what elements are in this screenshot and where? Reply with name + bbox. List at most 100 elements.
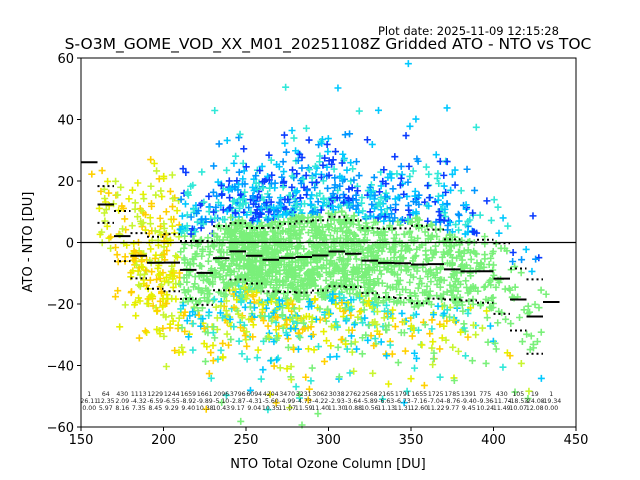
- scatter-point: [320, 328, 328, 336]
- scatter-point: [363, 246, 371, 254]
- scatter-point: [337, 224, 345, 232]
- scatter-point: [264, 172, 272, 180]
- x-axis-label: NTO Total Ozone Column [DU]: [230, 457, 426, 472]
- scatter-point: [153, 307, 161, 315]
- scatter-point: [371, 295, 379, 303]
- scatter-point: [276, 270, 284, 278]
- scatter-point: [488, 250, 496, 258]
- scatter-point: [330, 286, 338, 294]
- scatter-point: [200, 324, 208, 332]
- scatter-point: [160, 251, 168, 259]
- scatter-point: [352, 255, 360, 263]
- scatter-point: [177, 248, 185, 256]
- scatter-point: [214, 355, 222, 363]
- scatter-point: [487, 216, 495, 224]
- scatter-point: [148, 291, 155, 299]
- scatter-point: [273, 356, 281, 364]
- bin-mean-label: -6.59: [147, 398, 163, 405]
- scatter-point: [494, 203, 502, 211]
- scatter-point: [179, 348, 187, 356]
- scatter-point: [243, 328, 251, 336]
- scatter-point: [292, 270, 300, 278]
- scatter-point: [542, 290, 550, 298]
- scatter-point: [141, 327, 149, 335]
- scatter-point: [470, 228, 478, 236]
- bin-count-label: 3796: [230, 391, 246, 398]
- scatter-point: [350, 367, 358, 375]
- scatter-point: [310, 269, 318, 277]
- scatter-point: [404, 215, 412, 223]
- scatter-point: [511, 388, 519, 396]
- scatter-point: [518, 256, 526, 264]
- scatter-point: [385, 380, 393, 388]
- scatter-point: [134, 179, 142, 187]
- bin-std-label: 11.49: [493, 405, 511, 412]
- scatter-point: [154, 264, 162, 272]
- scatter-point: [516, 313, 524, 321]
- scatter-point: [404, 242, 412, 250]
- scatter-point: [156, 270, 164, 278]
- scatter-point: [499, 214, 507, 222]
- scatter-point: [458, 301, 466, 309]
- scatter-point: [436, 345, 444, 353]
- scatter-point: [402, 132, 410, 140]
- scatter-point: [249, 275, 257, 283]
- scatter-point: [365, 271, 373, 279]
- scatter-point: [414, 302, 422, 310]
- scatter-point: [265, 257, 273, 265]
- scatter-point: [384, 308, 392, 316]
- scatter-point: [213, 314, 221, 322]
- scatter-point: [258, 162, 266, 170]
- scatter-point: [410, 303, 418, 311]
- scatter-point: [459, 307, 467, 315]
- scatter-point: [199, 276, 207, 284]
- scatter-point: [476, 211, 484, 219]
- scatter-point: [431, 248, 439, 256]
- scatter-point: [187, 213, 195, 221]
- scatter-point: [280, 289, 288, 297]
- scatter-point: [320, 235, 328, 243]
- scatter-point: [294, 345, 302, 353]
- scatter-point: [283, 269, 291, 277]
- scatter-point: [353, 345, 361, 353]
- scatter-point: [311, 295, 319, 303]
- scatter-point: [355, 107, 363, 115]
- scatter-point: [348, 305, 356, 313]
- scatter-point: [207, 374, 215, 382]
- scatter-point: [424, 257, 432, 265]
- scatter-point: [485, 261, 493, 269]
- scatter-point: [170, 215, 178, 223]
- scatter-point: [156, 228, 164, 236]
- scatter-point: [365, 297, 373, 305]
- scatter-point: [427, 220, 435, 228]
- scatter-point: [352, 291, 360, 299]
- scatter-point: [391, 214, 399, 222]
- scatter-point: [344, 194, 352, 202]
- scatter-point: [443, 200, 451, 208]
- scatter-point: [219, 206, 227, 214]
- scatter-point: [441, 213, 449, 221]
- scatter-point: [235, 265, 243, 273]
- scatter-point: [343, 257, 351, 265]
- scatter-point: [440, 250, 448, 258]
- bin-mean-label: -5.89: [362, 398, 378, 405]
- scatter-point: [462, 201, 470, 209]
- scatter-point: [518, 338, 526, 346]
- scatter-point: [315, 213, 323, 221]
- scatter-point: [218, 241, 226, 249]
- scatter-point: [535, 304, 543, 312]
- scatter-point: [240, 262, 248, 270]
- scatter-point: [233, 255, 241, 263]
- scatter-point: [352, 196, 360, 204]
- bin-mean-label: -6.55: [164, 398, 180, 405]
- scatter-point: [328, 160, 336, 168]
- scatter-point: [158, 281, 166, 289]
- y-tick-label: 0: [66, 237, 74, 252]
- scatter-point: [98, 228, 106, 236]
- scatter-point: [265, 272, 273, 280]
- scatter-point: [481, 240, 489, 248]
- scatter-point: [343, 223, 351, 231]
- scatter-point: [301, 324, 309, 332]
- scatter-point: [449, 270, 457, 278]
- scatter-point: [298, 164, 306, 172]
